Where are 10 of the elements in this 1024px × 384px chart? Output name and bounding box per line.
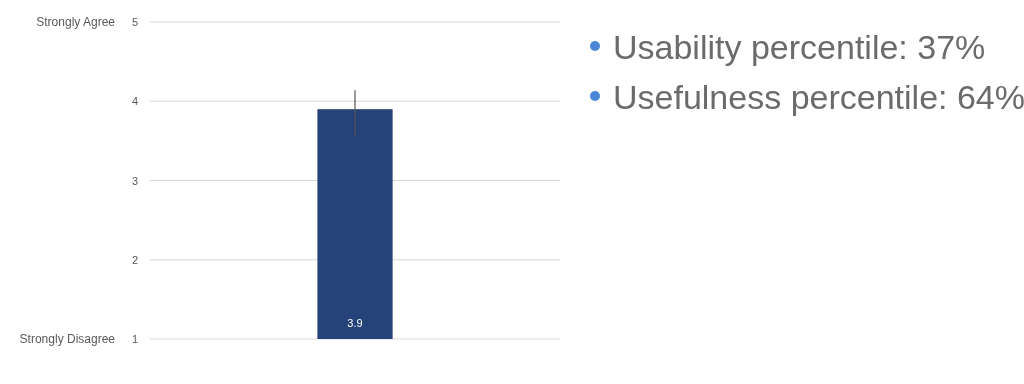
y-tick-label: 1: [131, 333, 139, 345]
y-tick-label: 5: [131, 16, 139, 28]
text: Strongly Agree: [36, 15, 116, 29]
y-tick-label: 2: [131, 253, 139, 266]
text: Strongly Disagree: [19, 332, 116, 346]
text: Usability percentile: 37%: [613, 28, 986, 66]
y-tick-label: 4: [131, 95, 139, 108]
text: Usefulness percentile: 64%: [613, 78, 1024, 116]
data-label: 3.9: [347, 317, 363, 329]
y-tick-label: 3: [131, 174, 139, 187]
